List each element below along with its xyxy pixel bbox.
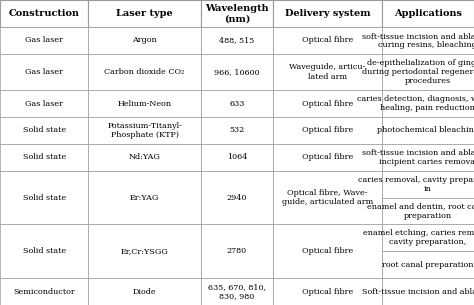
Bar	[382, 54, 474, 90]
Text: 488, 515: 488, 515	[219, 36, 255, 44]
Text: Construction: Construction	[9, 9, 80, 18]
Text: soft-tissue incision and ablation;
incipient caries removal: soft-tissue incision and ablation; incip…	[362, 149, 474, 166]
Bar	[273, 27, 382, 54]
Bar	[88, 144, 201, 171]
Bar	[0, 27, 88, 54]
Text: Gas laser: Gas laser	[25, 36, 63, 44]
Bar	[273, 278, 382, 305]
Text: caries removal, cavity preparation
in: caries removal, cavity preparation in	[358, 176, 474, 193]
Text: de-epithelialization of gingiva
during periodontal regenerative
procedures: de-epithelialization of gingiva during p…	[362, 59, 474, 85]
Text: Carbon dioxide CO₂: Carbon dioxide CO₂	[104, 68, 185, 76]
Bar	[201, 0, 273, 27]
Bar	[201, 278, 273, 305]
Text: Wavelength
(nm): Wavelength (nm)	[205, 4, 269, 23]
Bar	[201, 144, 273, 171]
Text: 2780: 2780	[227, 247, 247, 255]
Bar	[88, 171, 201, 224]
Bar	[88, 0, 201, 27]
Bar	[0, 171, 88, 224]
Text: photochemical bleaching: photochemical bleaching	[377, 127, 474, 135]
Text: Er,Cr:YSGG: Er,Cr:YSGG	[121, 247, 169, 255]
Bar	[201, 171, 273, 224]
Text: soft-tissue incision and ablation,
curing resins, bleaching: soft-tissue incision and ablation, curin…	[362, 32, 474, 49]
Text: Argon: Argon	[132, 36, 157, 44]
Text: Er:YAG: Er:YAG	[130, 194, 159, 202]
Bar	[88, 117, 201, 144]
Bar	[201, 117, 273, 144]
Bar	[201, 224, 273, 278]
Bar	[0, 224, 88, 278]
Bar	[273, 0, 382, 27]
Bar	[382, 251, 474, 278]
Bar	[273, 224, 382, 278]
Bar	[273, 171, 382, 224]
Bar	[0, 0, 88, 27]
Bar	[382, 144, 474, 171]
Text: Semiconductor: Semiconductor	[13, 288, 75, 296]
Bar	[382, 27, 474, 54]
Text: Solid state: Solid state	[23, 247, 66, 255]
Bar	[88, 90, 201, 117]
Text: Optical fibre: Optical fibre	[302, 36, 353, 44]
Text: Helium-Neon: Helium-Neon	[118, 100, 172, 108]
Bar	[273, 144, 382, 171]
Text: 1064: 1064	[227, 153, 247, 161]
Bar	[201, 54, 273, 90]
Text: caries detection, diagnosis, wound
healing, pain reduction: caries detection, diagnosis, wound heali…	[357, 95, 474, 112]
Text: Optical fibre: Optical fibre	[302, 127, 353, 135]
Text: 633: 633	[229, 100, 245, 108]
Text: root canal preparation: root canal preparation	[382, 261, 474, 269]
Text: Gas laser: Gas laser	[25, 100, 63, 108]
Text: Delivery system: Delivery system	[284, 9, 370, 18]
Bar	[382, 198, 474, 224]
Text: Gas laser: Gas laser	[25, 68, 63, 76]
Text: 532: 532	[229, 127, 245, 135]
Bar	[273, 90, 382, 117]
Bar	[88, 278, 201, 305]
Bar	[88, 224, 201, 278]
Text: enamel and dentin, root canal
preparation: enamel and dentin, root canal preparatio…	[367, 203, 474, 220]
Text: Nd:YAG: Nd:YAG	[128, 153, 161, 161]
Bar	[382, 224, 474, 251]
Bar	[0, 54, 88, 90]
Bar	[382, 278, 474, 305]
Text: Optical fibre, Wave-
guide, articulated arm: Optical fibre, Wave- guide, articulated …	[282, 189, 373, 206]
Text: Applications: Applications	[394, 9, 462, 18]
Text: Soft-tissue incision and ablation: Soft-tissue incision and ablation	[363, 288, 474, 296]
Text: Diode: Diode	[133, 288, 156, 296]
Bar	[88, 27, 201, 54]
Bar	[201, 90, 273, 117]
Bar	[88, 54, 201, 90]
Bar	[273, 117, 382, 144]
Text: Optical fibre: Optical fibre	[302, 288, 353, 296]
Text: Optical fibre: Optical fibre	[302, 100, 353, 108]
Bar	[0, 117, 88, 144]
Bar	[0, 90, 88, 117]
Bar	[201, 27, 273, 54]
Bar	[382, 117, 474, 144]
Text: 966, 10600: 966, 10600	[214, 68, 260, 76]
Text: Waveguide, articu-
lated arm: Waveguide, articu- lated arm	[289, 63, 365, 81]
Text: Solid state: Solid state	[23, 153, 66, 161]
Bar	[382, 171, 474, 198]
Text: 2940: 2940	[227, 194, 247, 202]
Text: Optical fibre: Optical fibre	[302, 247, 353, 255]
Text: Optical fibre: Optical fibre	[302, 153, 353, 161]
Bar	[382, 90, 474, 117]
Bar	[0, 144, 88, 171]
Text: 635, 670, 810,
830, 980: 635, 670, 810, 830, 980	[208, 283, 266, 300]
Text: Solid state: Solid state	[23, 194, 66, 202]
Text: Laser type: Laser type	[116, 9, 173, 18]
Bar	[0, 278, 88, 305]
Text: Solid state: Solid state	[23, 127, 66, 135]
Bar	[273, 54, 382, 90]
Text: Potassium-Titanyl-
Phosphate (KTP): Potassium-Titanyl- Phosphate (KTP)	[107, 122, 182, 139]
Bar	[382, 0, 474, 27]
Text: enamel etching, caries removal,
cavity preparation,: enamel etching, caries removal, cavity p…	[363, 229, 474, 246]
